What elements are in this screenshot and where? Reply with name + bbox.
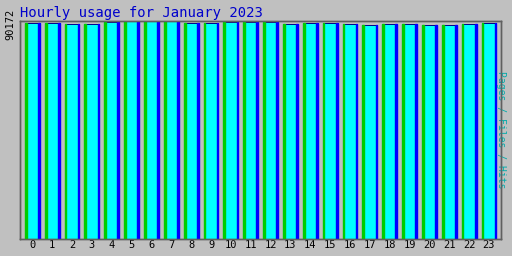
Bar [382, 24, 397, 239]
Bar [495, 23, 497, 239]
Bar [197, 23, 199, 239]
Bar [257, 22, 258, 239]
Bar [124, 21, 139, 239]
Bar [84, 24, 86, 239]
Bar [395, 24, 397, 239]
Bar [144, 22, 146, 239]
Bar [323, 23, 337, 239]
Bar [164, 22, 166, 239]
Bar [422, 25, 424, 239]
Bar [316, 23, 318, 239]
Bar [415, 24, 417, 239]
Bar [343, 24, 345, 239]
Y-axis label: Pages / Files / Hits: Pages / Files / Hits [497, 71, 506, 189]
Bar [223, 22, 225, 239]
Bar [157, 22, 159, 239]
Bar [117, 22, 119, 239]
Bar [455, 25, 457, 239]
Bar [442, 25, 457, 239]
Text: Hourly usage for January 2023: Hourly usage for January 2023 [20, 6, 263, 19]
Bar [462, 24, 463, 239]
Bar [58, 23, 59, 239]
Bar [45, 23, 47, 239]
Bar [481, 23, 483, 239]
Bar [65, 24, 67, 239]
Bar [204, 23, 219, 239]
Bar [137, 21, 139, 239]
Bar [382, 24, 384, 239]
Bar [276, 22, 278, 239]
Bar [362, 25, 377, 239]
Bar [124, 21, 126, 239]
Bar [243, 22, 245, 239]
Bar [223, 22, 238, 239]
Bar [65, 24, 79, 239]
Bar [336, 23, 337, 239]
Bar [462, 24, 477, 239]
Bar [104, 22, 106, 239]
Bar [356, 24, 357, 239]
Bar [296, 24, 298, 239]
Bar [442, 25, 443, 239]
Bar [78, 24, 79, 239]
Bar [204, 23, 205, 239]
Bar [362, 25, 364, 239]
Bar [237, 22, 238, 239]
Bar [38, 23, 40, 239]
Bar [435, 25, 437, 239]
Bar [263, 22, 265, 239]
Bar [164, 22, 179, 239]
Bar [263, 22, 278, 239]
Bar [243, 22, 258, 239]
Bar [177, 22, 179, 239]
Bar [323, 23, 325, 239]
Bar [84, 24, 99, 239]
Bar [481, 23, 497, 239]
Bar [25, 23, 27, 239]
Bar [184, 23, 199, 239]
Bar [104, 22, 119, 239]
Bar [343, 24, 357, 239]
Bar [375, 25, 377, 239]
Bar [25, 23, 40, 239]
Bar [475, 24, 477, 239]
Bar [303, 23, 318, 239]
Bar [402, 24, 404, 239]
Bar [144, 22, 159, 239]
Bar [283, 24, 285, 239]
Bar [303, 23, 305, 239]
Bar [402, 24, 417, 239]
Bar [283, 24, 298, 239]
Bar [98, 24, 99, 239]
Bar [422, 25, 437, 239]
Bar [45, 23, 59, 239]
Bar [184, 23, 185, 239]
Bar [217, 23, 219, 239]
